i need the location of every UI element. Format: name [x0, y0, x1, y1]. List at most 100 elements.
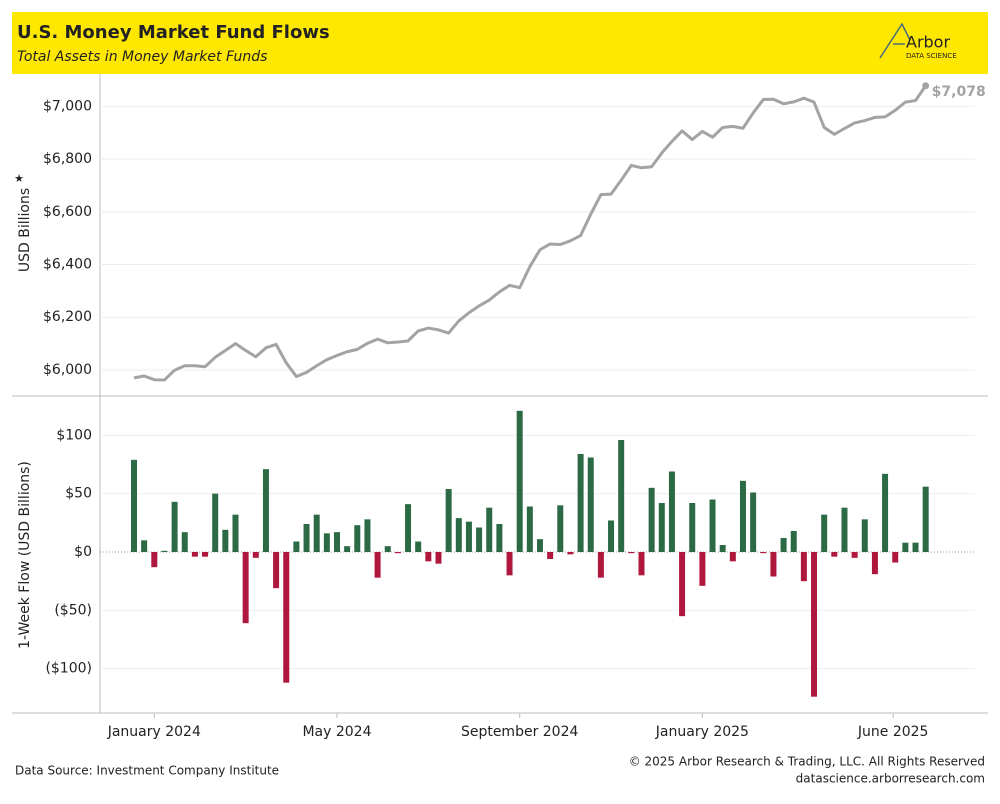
flow-bar: [608, 520, 615, 552]
flow-bar: [465, 521, 472, 552]
flow-bar: [425, 552, 432, 562]
y-tick-label: $6,400: [43, 257, 92, 273]
flow-bar: [557, 505, 564, 552]
flow-bar: [618, 440, 625, 552]
flow-bar: [871, 552, 878, 575]
footer-copyright: © 2025 Arbor Research & Trading, LLC. Al…: [629, 755, 985, 769]
pin-icon: ★: [14, 172, 24, 185]
flow-bar: [516, 410, 523, 552]
flow-bar: [587, 457, 594, 552]
flow-bar: [333, 532, 340, 552]
y-tick-label: $6,200: [43, 309, 92, 325]
flow-bar: [547, 552, 554, 559]
flow-bar: [435, 552, 442, 564]
flow-bar: [760, 552, 767, 554]
flow-bar: [882, 473, 889, 552]
assets-line: [133, 84, 927, 382]
x-tick-label: May 2024: [302, 724, 371, 740]
flow-bar: [628, 552, 635, 554]
header-band: [12, 12, 988, 74]
flow-bar: [191, 552, 198, 557]
flow-bar: [729, 552, 736, 562]
flow-bar: [202, 552, 209, 557]
flow-bar: [283, 552, 290, 683]
flow-bar: [912, 542, 919, 552]
flow-bar: [668, 471, 675, 552]
flow-bar: [141, 540, 148, 552]
logo-mark: [879, 22, 911, 59]
flow-bar: [699, 552, 706, 586]
y-tick-label: $0: [74, 544, 92, 560]
footer-website: datascience.arborresearch.com: [796, 772, 985, 786]
flow-bar: [577, 454, 584, 552]
flow-bar: [922, 486, 929, 552]
flow-bar: [394, 552, 401, 554]
flow-bar: [486, 507, 493, 552]
flow-bar: [638, 552, 645, 576]
flow-bar: [709, 499, 716, 552]
flow-bar: [790, 531, 797, 552]
flow-bar: [780, 538, 787, 552]
flow-bar: [831, 552, 838, 557]
flow-bar: [455, 518, 462, 552]
y-tick-label: $50: [65, 486, 92, 502]
flow-bar: [536, 539, 543, 552]
flow-bar: [262, 469, 269, 552]
y-tick-label: $6,600: [43, 204, 92, 220]
logo-tagline: DATA SCIENCE: [906, 52, 957, 60]
flow-bar: [242, 552, 249, 624]
y-axis-title: 1-Week Flow (USD Billions): [17, 461, 33, 649]
y-tick-label: ($100): [45, 661, 92, 677]
x-tick-label: January 2024: [107, 724, 201, 740]
flow-bar: [770, 552, 777, 577]
flow-bar: [496, 524, 503, 552]
flow-bar: [811, 552, 818, 697]
flow-bar: [364, 519, 371, 552]
value-label: $7,078: [932, 84, 986, 100]
flow-bar: [750, 492, 757, 552]
y-tick-label: $7,000: [43, 98, 92, 114]
flow-bar: [506, 552, 513, 576]
flow-bar: [841, 507, 848, 552]
end-point: [922, 82, 930, 90]
flow-bar: [323, 533, 330, 552]
flow-bar: [689, 503, 696, 552]
flow-bar: [313, 514, 320, 552]
flow-bar: [567, 552, 574, 555]
y-tick-label: $6,800: [43, 151, 92, 167]
flow-bar: [902, 542, 909, 552]
flow-bar: [415, 541, 422, 552]
flow-bar: [526, 506, 533, 552]
flow-bar: [405, 504, 412, 552]
y-tick-label: $6,000: [43, 362, 92, 378]
flow-bar: [719, 545, 726, 552]
flow-bar: [354, 525, 361, 552]
flow-bar: [273, 552, 280, 589]
flow-bar: [821, 514, 828, 552]
flow-bar: [293, 541, 300, 552]
flow-bar: [892, 552, 899, 563]
flow-bar: [648, 487, 655, 552]
chart-title: U.S. Money Market Fund Flows: [17, 22, 330, 43]
flow-bar: [344, 546, 351, 552]
x-tick-label: June 2025: [857, 724, 929, 740]
flow-bar: [851, 552, 858, 558]
flow-bar: [445, 489, 452, 552]
flow-bar: [171, 501, 178, 552]
flow-bar: [181, 532, 188, 552]
y-tick-label: $100: [56, 427, 92, 443]
flow-bar: [739, 480, 746, 552]
flow-bar: [374, 552, 381, 578]
x-tick-label: January 2025: [655, 724, 749, 740]
flow-bar: [800, 552, 807, 582]
flow-bar: [232, 514, 239, 552]
flow-bar: [252, 552, 259, 558]
flow-bar: [303, 524, 310, 552]
flow-bar: [131, 459, 138, 552]
y-tick-label: ($50): [54, 602, 92, 618]
y-axis-title: USD Billions: [17, 188, 33, 272]
flow-bar: [151, 552, 158, 568]
flow-bar: [212, 493, 219, 552]
flow-bar: [222, 529, 229, 552]
